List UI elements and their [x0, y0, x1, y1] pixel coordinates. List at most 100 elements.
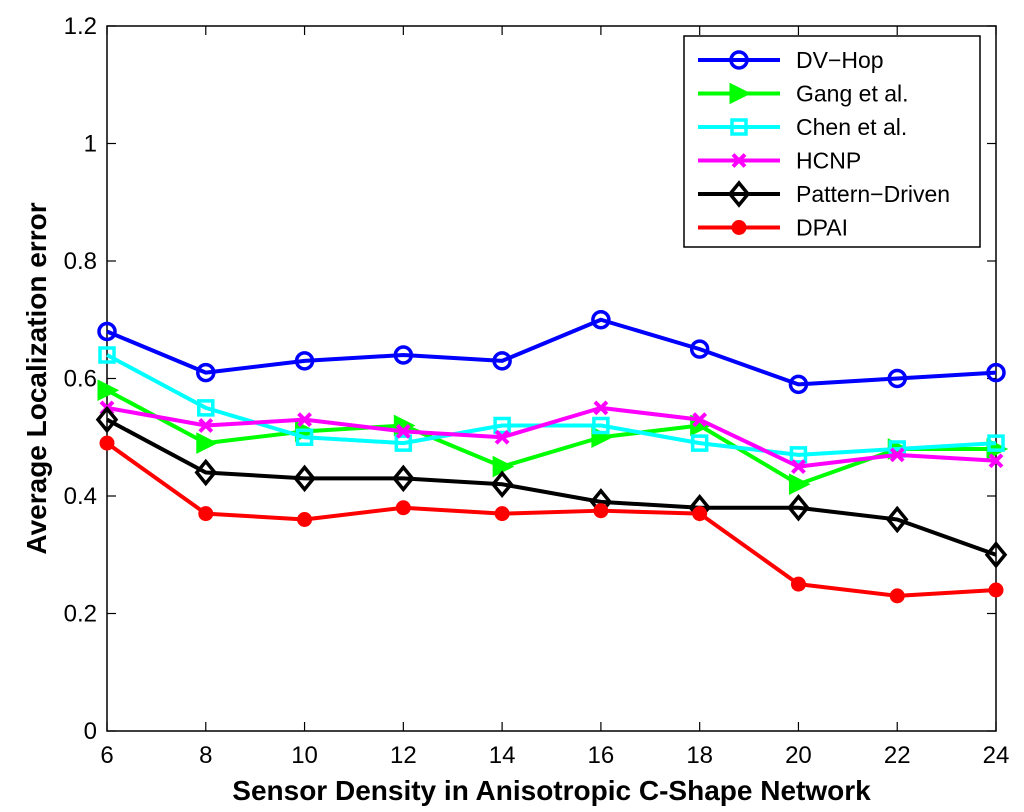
- data-point: [494, 429, 510, 445]
- legend-item: DPAI: [698, 215, 848, 241]
- x-tick-label: 16: [588, 742, 615, 769]
- legend-marker: [731, 153, 747, 168]
- x-stroke-b: [988, 453, 1004, 469]
- series-layer: [95, 310, 1009, 604]
- legend: DV−Hop Gang et al. Chen et al. HCNP Pattern−…: [683, 35, 981, 248]
- legend-marker: [730, 118, 748, 136]
- legend-label: Chen et al.: [796, 114, 907, 140]
- y-tick-label: 1: [84, 131, 97, 158]
- data-point: [198, 506, 214, 522]
- data-point: [294, 351, 315, 371]
- axes: 6 8 10 12 14 16 18 20 22 24 0 0.2 0.4 0.6 0.8 1 1.2 Senso…: [21, 13, 1009, 806]
- data-point: [885, 505, 909, 534]
- x-tick-label: 10: [291, 742, 318, 769]
- data-point: [97, 379, 120, 402]
- legend-item: DV−Hop: [698, 47, 884, 73]
- data-point: [492, 351, 512, 371]
- legend-label: DV−Hop: [796, 47, 884, 73]
- data-point: [789, 446, 808, 464]
- x-stroke-b: [494, 429, 510, 445]
- series-line: [106, 405, 997, 469]
- data-point: [987, 434, 1005, 452]
- x-stroke-b: [791, 459, 806, 475]
- data-point: [887, 368, 907, 389]
- y-tick-label: 0: [84, 718, 97, 745]
- legend-item: Gang et al.: [698, 81, 909, 107]
- legend-marker: [729, 82, 752, 105]
- x-tick-label: 12: [390, 742, 417, 769]
- x-tick-label: 22: [884, 742, 911, 769]
- legend-item: HCNP: [698, 148, 861, 174]
- legend-item: Pattern−Driven: [698, 180, 950, 208]
- x-tick-label: 18: [686, 742, 713, 769]
- data-point: [689, 339, 710, 359]
- x-stroke-b: [889, 447, 905, 463]
- x-tick-label: 14: [489, 742, 516, 769]
- x-stroke-b: [395, 423, 411, 439]
- data-point: [295, 428, 314, 446]
- data-point: [591, 310, 611, 330]
- y-tick-label: 0.6: [64, 366, 97, 393]
- data-point: [97, 321, 117, 342]
- data-point: [593, 503, 609, 519]
- legend-item: Chen et al.: [698, 114, 907, 140]
- x-stroke-b: [198, 418, 214, 433]
- data-point: [692, 506, 708, 522]
- data-point: [95, 405, 119, 434]
- data-point: [98, 346, 116, 364]
- data-point: [393, 345, 414, 365]
- x-tick-label: 6: [100, 742, 113, 769]
- data-point: [196, 362, 216, 383]
- y-tick-label: 0.8: [64, 248, 97, 275]
- series-chen-et-al: [98, 346, 1005, 464]
- legend-marker: [729, 50, 749, 70]
- y-tick-label: 0.2: [64, 601, 97, 628]
- data-point: [988, 453, 1004, 469]
- data-point: [394, 434, 413, 452]
- data-point: [790, 576, 806, 592]
- data-point: [198, 418, 214, 433]
- data-point: [988, 582, 1004, 598]
- data-point: [986, 362, 1006, 383]
- data-point: [293, 464, 316, 493]
- data-point: [593, 400, 609, 416]
- legend-label: Pattern−Driven: [796, 181, 950, 207]
- data-point: [889, 447, 905, 463]
- data-point: [297, 512, 313, 527]
- data-point: [493, 416, 511, 435]
- legend-marker: [727, 180, 751, 208]
- y-tick-label: 1.2: [64, 13, 97, 40]
- legend-label: Gang et al.: [796, 81, 909, 107]
- data-point: [787, 493, 810, 522]
- y-tick-label: 0.4: [64, 483, 97, 510]
- data-point: [494, 506, 510, 522]
- data-point: [395, 500, 411, 516]
- series-line: [106, 417, 997, 557]
- series-line: [106, 317, 997, 387]
- series-dv-hop: [97, 310, 1006, 395]
- data-point: [592, 416, 610, 435]
- data-point: [889, 588, 905, 604]
- data-point: [690, 434, 709, 452]
- data-point: [395, 423, 411, 439]
- series-gang-et-al: [97, 379, 1009, 496]
- data-point: [788, 473, 811, 496]
- data-point: [791, 459, 806, 475]
- x-tick-label: 8: [199, 742, 212, 769]
- series-dpai: [99, 435, 1004, 604]
- x-axis-title: Sensor Density in Anisotropic C-Shape Ne…: [232, 775, 871, 806]
- series-line: [105, 441, 997, 598]
- series-line: [106, 388, 996, 487]
- y-axis-title: Average Localization error: [21, 202, 52, 554]
- x-stroke-b: [593, 400, 609, 416]
- data-point: [492, 455, 515, 478]
- x-stroke-b: [731, 153, 747, 168]
- x-stroke-b: [297, 412, 312, 428]
- legend-label: DPAI: [796, 215, 848, 241]
- data-point: [692, 412, 708, 428]
- x-tick-label: 20: [785, 742, 812, 769]
- data-point: [490, 470, 514, 499]
- data-point: [788, 374, 809, 395]
- legend-box: [683, 35, 981, 248]
